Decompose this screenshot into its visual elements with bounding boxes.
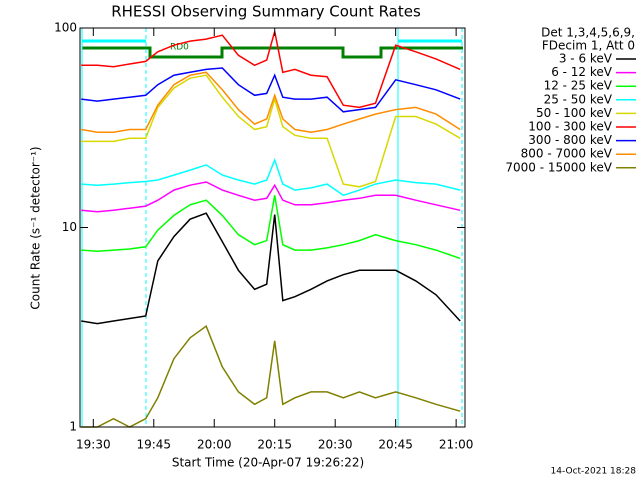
legend-label: 12 - 25 keV: [544, 79, 613, 93]
attenuator-state: [82, 46, 463, 59]
y-tick-label: 100: [54, 21, 77, 35]
legend-label: 25 - 50 keV: [544, 92, 613, 106]
legend-label: 6 - 12 keV: [551, 65, 613, 79]
legend-label: 300 - 800 keV: [528, 133, 612, 147]
x-tick-label: 20:00: [197, 438, 232, 452]
x-tick-label: 20:15: [257, 438, 292, 452]
legend-header: Det 1,3,4,5,6,9,: [541, 26, 635, 40]
legend-label: 800 - 7000 keV: [521, 147, 613, 161]
y-tick-label: 10: [62, 220, 77, 234]
legend-label: 3 - 6 keV: [559, 52, 613, 66]
series-line: [81, 74, 461, 188]
series-line: [81, 195, 461, 260]
state-markers: [82, 39, 463, 59]
annotation: RD0: [170, 43, 189, 53]
legend-header: FDecim 1, Att 0: [542, 39, 635, 53]
timestamp: 14-Oct-2021 18:28: [551, 467, 637, 477]
chart-title: RHESSI Observing Summary Count Rates: [111, 3, 421, 21]
x-axis-label: Start Time (20-Apr-07 19:26:22): [172, 456, 364, 470]
x-tick-label: 20:30: [318, 438, 353, 452]
x-tick-label: 19:45: [136, 438, 171, 452]
y-axis-label: Count Rate (s⁻¹ detector⁻¹): [29, 146, 43, 309]
series-line: [81, 181, 461, 213]
y-tick-label: 1: [69, 420, 77, 434]
series-line: [81, 157, 461, 197]
x-tick-label: 20:45: [378, 438, 413, 452]
series-line: [81, 31, 461, 109]
series-line: [81, 71, 461, 134]
legend-label: 50 - 100 keV: [536, 106, 613, 120]
x-tick-label: 21:00: [439, 438, 474, 452]
x-tick-label: 19:30: [76, 438, 111, 452]
legend-label: 100 - 300 keV: [528, 120, 612, 134]
legend-label: 7000 - 15000 keV: [505, 160, 612, 174]
series-line: [81, 212, 461, 325]
series-line: [81, 325, 461, 428]
series-line: [81, 67, 461, 113]
